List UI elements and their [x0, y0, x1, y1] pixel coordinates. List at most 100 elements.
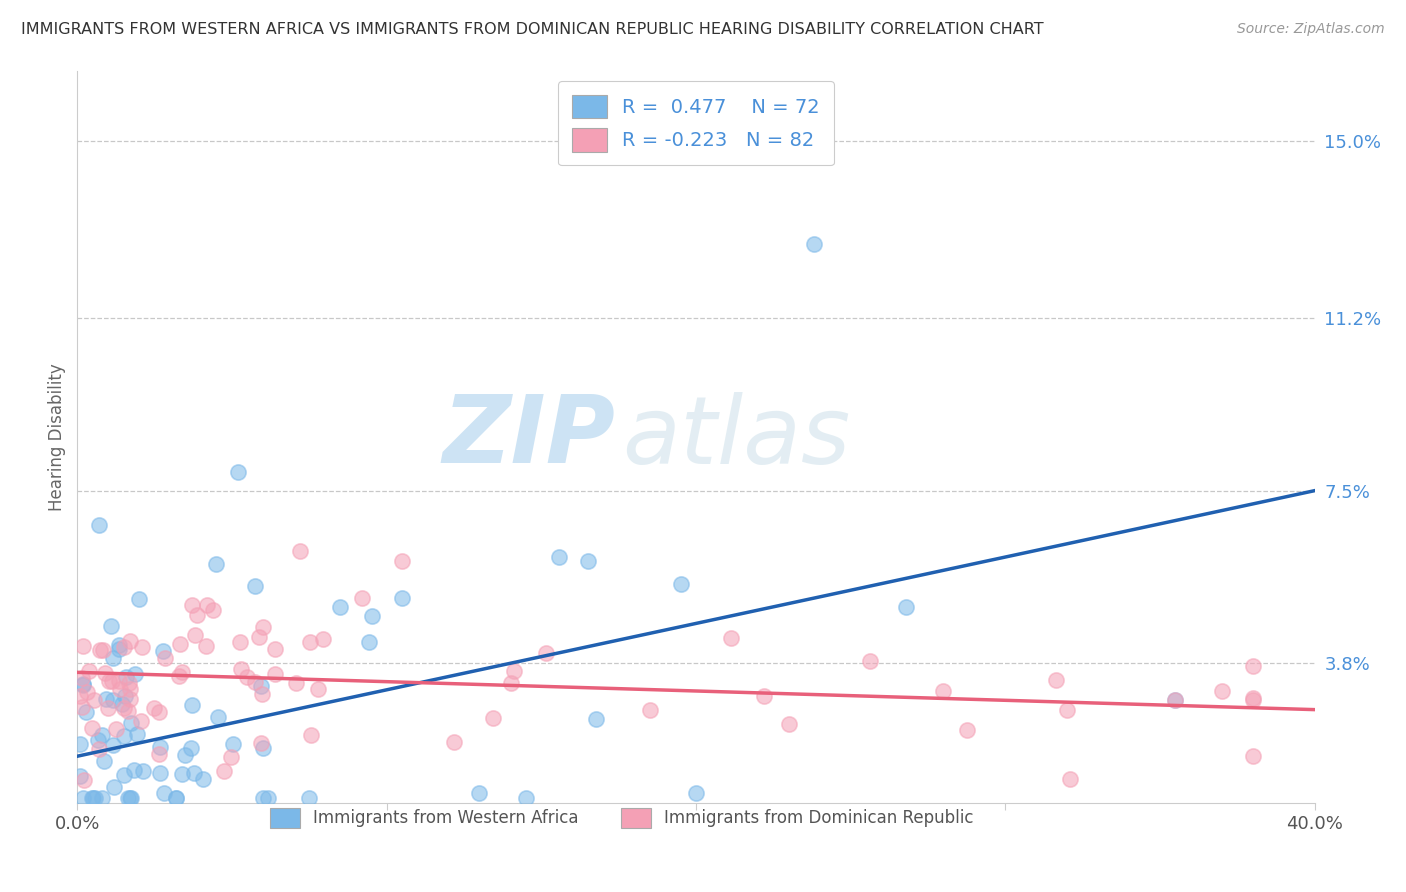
Point: [752, 690, 775, 704]
Text: IMMIGRANTS FROM WESTERN AFRICA VS IMMIGRANTS FROM DOMINICAN REPUBLIC HEARING DIS: IMMIGRANTS FROM WESTERN AFRICA VS IMMIGR…: [21, 22, 1043, 37]
Point: [118, 691, 141, 706]
Point: [120, 681, 142, 696]
Point: [247, 630, 270, 644]
Point: [89, 643, 111, 657]
Point: [359, 635, 381, 649]
Point: [249, 679, 271, 693]
Point: [127, 727, 149, 741]
Point: [257, 791, 280, 805]
Point: [69, 769, 91, 783]
Point: [1059, 772, 1081, 786]
Point: [70, 700, 93, 714]
Point: [515, 791, 537, 805]
Point: [576, 553, 599, 567]
Point: [86, 733, 108, 747]
Point: [149, 765, 172, 780]
Point: [236, 670, 259, 684]
Point: [120, 715, 142, 730]
Point: [117, 791, 139, 805]
Point: [107, 638, 129, 652]
Point: [443, 735, 465, 749]
Point: [250, 687, 273, 701]
Point: [100, 619, 122, 633]
Point: [101, 693, 124, 707]
Point: [180, 740, 202, 755]
Point: [468, 787, 491, 801]
Point: [148, 747, 170, 762]
Point: [69, 689, 91, 703]
Point: [108, 681, 131, 696]
Point: [112, 767, 135, 781]
Point: [361, 608, 384, 623]
Point: [80, 721, 103, 735]
Point: [82, 791, 104, 805]
Text: atlas: atlas: [621, 392, 851, 483]
Point: [219, 750, 242, 764]
Point: [228, 635, 250, 649]
Point: [108, 674, 131, 689]
Point: [131, 640, 153, 654]
Point: [1241, 690, 1264, 705]
Point: [173, 747, 195, 762]
Point: [669, 577, 692, 591]
Point: [84, 791, 107, 805]
Legend: Immigrants from Western Africa, Immigrants from Dominican Republic: Immigrants from Western Africa, Immigran…: [263, 801, 980, 835]
Point: [124, 666, 146, 681]
Point: [226, 465, 249, 479]
Point: [143, 700, 166, 714]
Point: [93, 754, 115, 768]
Point: [547, 549, 569, 564]
Point: [165, 791, 187, 805]
Point: [1164, 693, 1187, 707]
Point: [222, 737, 245, 751]
Point: [180, 599, 202, 613]
Point: [103, 780, 125, 795]
Point: [153, 787, 176, 801]
Point: [205, 557, 228, 571]
Point: [585, 712, 607, 726]
Text: ZIP: ZIP: [443, 391, 616, 483]
Point: [70, 671, 93, 685]
Point: [263, 642, 285, 657]
Point: [193, 772, 215, 787]
Point: [94, 665, 117, 680]
Point: [183, 765, 205, 780]
Point: [1241, 693, 1264, 707]
Point: [115, 670, 138, 684]
Point: [499, 676, 522, 690]
Point: [245, 674, 267, 689]
Point: [72, 791, 94, 805]
Point: [169, 668, 191, 682]
Point: [101, 651, 124, 665]
Point: [72, 639, 94, 653]
Point: [720, 631, 742, 645]
Point: [312, 632, 335, 646]
Point: [91, 728, 114, 742]
Point: [252, 740, 274, 755]
Point: [299, 635, 322, 649]
Point: [534, 646, 557, 660]
Point: [112, 700, 135, 714]
Point: [72, 677, 94, 691]
Point: [148, 705, 170, 719]
Point: [101, 674, 124, 689]
Point: [96, 692, 118, 706]
Point: [97, 701, 120, 715]
Point: [87, 518, 110, 533]
Point: [859, 654, 882, 668]
Point: [87, 742, 110, 756]
Point: [1241, 659, 1264, 673]
Point: [288, 544, 311, 558]
Point: [73, 772, 96, 787]
Point: [685, 787, 707, 801]
Point: [120, 633, 142, 648]
Point: [170, 767, 193, 781]
Point: [117, 704, 139, 718]
Point: [195, 598, 218, 612]
Point: [207, 710, 229, 724]
Point: [75, 705, 97, 719]
Point: [105, 723, 128, 737]
Point: [391, 591, 413, 605]
Point: [165, 791, 187, 805]
Point: [350, 591, 373, 605]
